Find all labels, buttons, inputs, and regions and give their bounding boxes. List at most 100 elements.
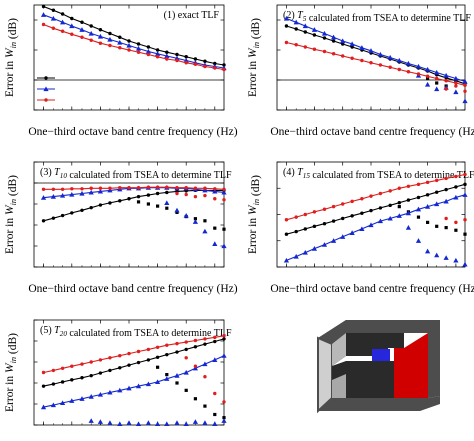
data-point bbox=[424, 81, 431, 87]
data-point bbox=[453, 75, 459, 81]
data-point bbox=[443, 198, 449, 204]
data-point bbox=[387, 54, 393, 60]
data-point bbox=[416, 215, 421, 219]
data-point bbox=[135, 421, 142, 427]
data-point bbox=[222, 400, 226, 404]
data-point bbox=[165, 343, 169, 347]
data-point bbox=[60, 12, 65, 16]
data-point bbox=[155, 345, 160, 349]
data-point bbox=[359, 226, 365, 232]
data-point bbox=[175, 191, 179, 196]
data-point bbox=[192, 365, 199, 371]
data-point bbox=[126, 42, 132, 48]
data-point bbox=[203, 193, 207, 198]
chart-panel-2: One−third octave band centre frequency (… bbox=[247, 4, 474, 138]
data-point bbox=[184, 192, 188, 197]
data-point bbox=[312, 47, 317, 51]
data-point bbox=[154, 51, 161, 56]
room-interior-upper bbox=[332, 333, 404, 366]
data-point bbox=[79, 27, 85, 32]
legend bbox=[37, 76, 55, 102]
data-point bbox=[70, 211, 74, 215]
data-point bbox=[50, 15, 56, 21]
data-point bbox=[302, 249, 308, 255]
data-point bbox=[97, 419, 104, 424]
series-2 bbox=[283, 192, 468, 263]
data-point bbox=[294, 27, 298, 31]
data-point bbox=[283, 15, 290, 21]
data-point bbox=[321, 242, 328, 247]
x-axis-label: One−third octave band centre frequency (… bbox=[28, 126, 237, 138]
data-point bbox=[41, 370, 46, 375]
y-axis-label: Error in Win (dB) bbox=[247, 175, 262, 254]
data-point bbox=[117, 387, 123, 393]
data-point bbox=[136, 349, 141, 354]
data-point bbox=[155, 365, 160, 369]
data-point bbox=[97, 188, 104, 194]
data-point bbox=[349, 230, 355, 235]
plot-area bbox=[33, 4, 225, 111]
data-point bbox=[89, 24, 93, 28]
data-point bbox=[193, 364, 198, 368]
data-point bbox=[59, 193, 66, 198]
data-point bbox=[212, 357, 218, 362]
data-point bbox=[155, 185, 160, 189]
data-point bbox=[415, 238, 422, 243]
data-point bbox=[89, 360, 93, 364]
data-point bbox=[303, 227, 307, 231]
data-point bbox=[40, 195, 47, 200]
data-point bbox=[107, 187, 113, 193]
data-point bbox=[341, 42, 345, 46]
data-point bbox=[360, 58, 364, 63]
data-point bbox=[435, 178, 439, 183]
data-point bbox=[454, 81, 458, 85]
data-point bbox=[341, 202, 345, 206]
data-point bbox=[146, 52, 151, 57]
data-point bbox=[155, 355, 160, 359]
data-point bbox=[183, 212, 189, 218]
data-point bbox=[311, 27, 318, 32]
series-0 bbox=[284, 182, 467, 236]
data-point bbox=[203, 219, 207, 223]
data-point bbox=[60, 29, 65, 33]
data-point bbox=[444, 79, 448, 83]
data-point bbox=[321, 30, 328, 36]
data-point bbox=[193, 217, 198, 221]
data-point bbox=[117, 39, 123, 45]
data-point bbox=[59, 19, 66, 25]
data-point bbox=[127, 48, 131, 52]
data-point bbox=[349, 41, 355, 47]
data-point bbox=[463, 172, 467, 177]
data-point bbox=[117, 421, 123, 427]
data-point bbox=[193, 194, 198, 199]
data-point bbox=[41, 384, 46, 388]
data-point bbox=[89, 205, 93, 210]
data-point bbox=[360, 197, 364, 201]
data-point bbox=[293, 19, 299, 25]
data-point bbox=[127, 351, 131, 356]
data-point bbox=[213, 187, 217, 191]
data-point bbox=[80, 35, 84, 39]
data-point bbox=[302, 23, 308, 29]
data-point bbox=[192, 219, 199, 224]
data-point bbox=[212, 421, 218, 427]
data-point bbox=[155, 55, 160, 59]
data-point bbox=[330, 238, 337, 243]
data-point bbox=[145, 48, 151, 54]
data-point bbox=[454, 174, 458, 179]
data-point bbox=[415, 63, 422, 69]
data-point bbox=[145, 420, 151, 425]
data-point bbox=[118, 354, 122, 358]
data-point bbox=[424, 204, 431, 209]
series-0 bbox=[41, 4, 226, 67]
data-point bbox=[350, 56, 354, 60]
data-point bbox=[69, 191, 75, 197]
data-point bbox=[88, 418, 94, 423]
data-point bbox=[79, 190, 85, 196]
data-point bbox=[378, 63, 383, 67]
data-point bbox=[146, 347, 151, 352]
legend-marker bbox=[44, 98, 48, 102]
legend-marker bbox=[43, 86, 49, 92]
data-point bbox=[127, 197, 131, 201]
x-axis-label: One−third octave band centre frequency (… bbox=[270, 283, 474, 295]
